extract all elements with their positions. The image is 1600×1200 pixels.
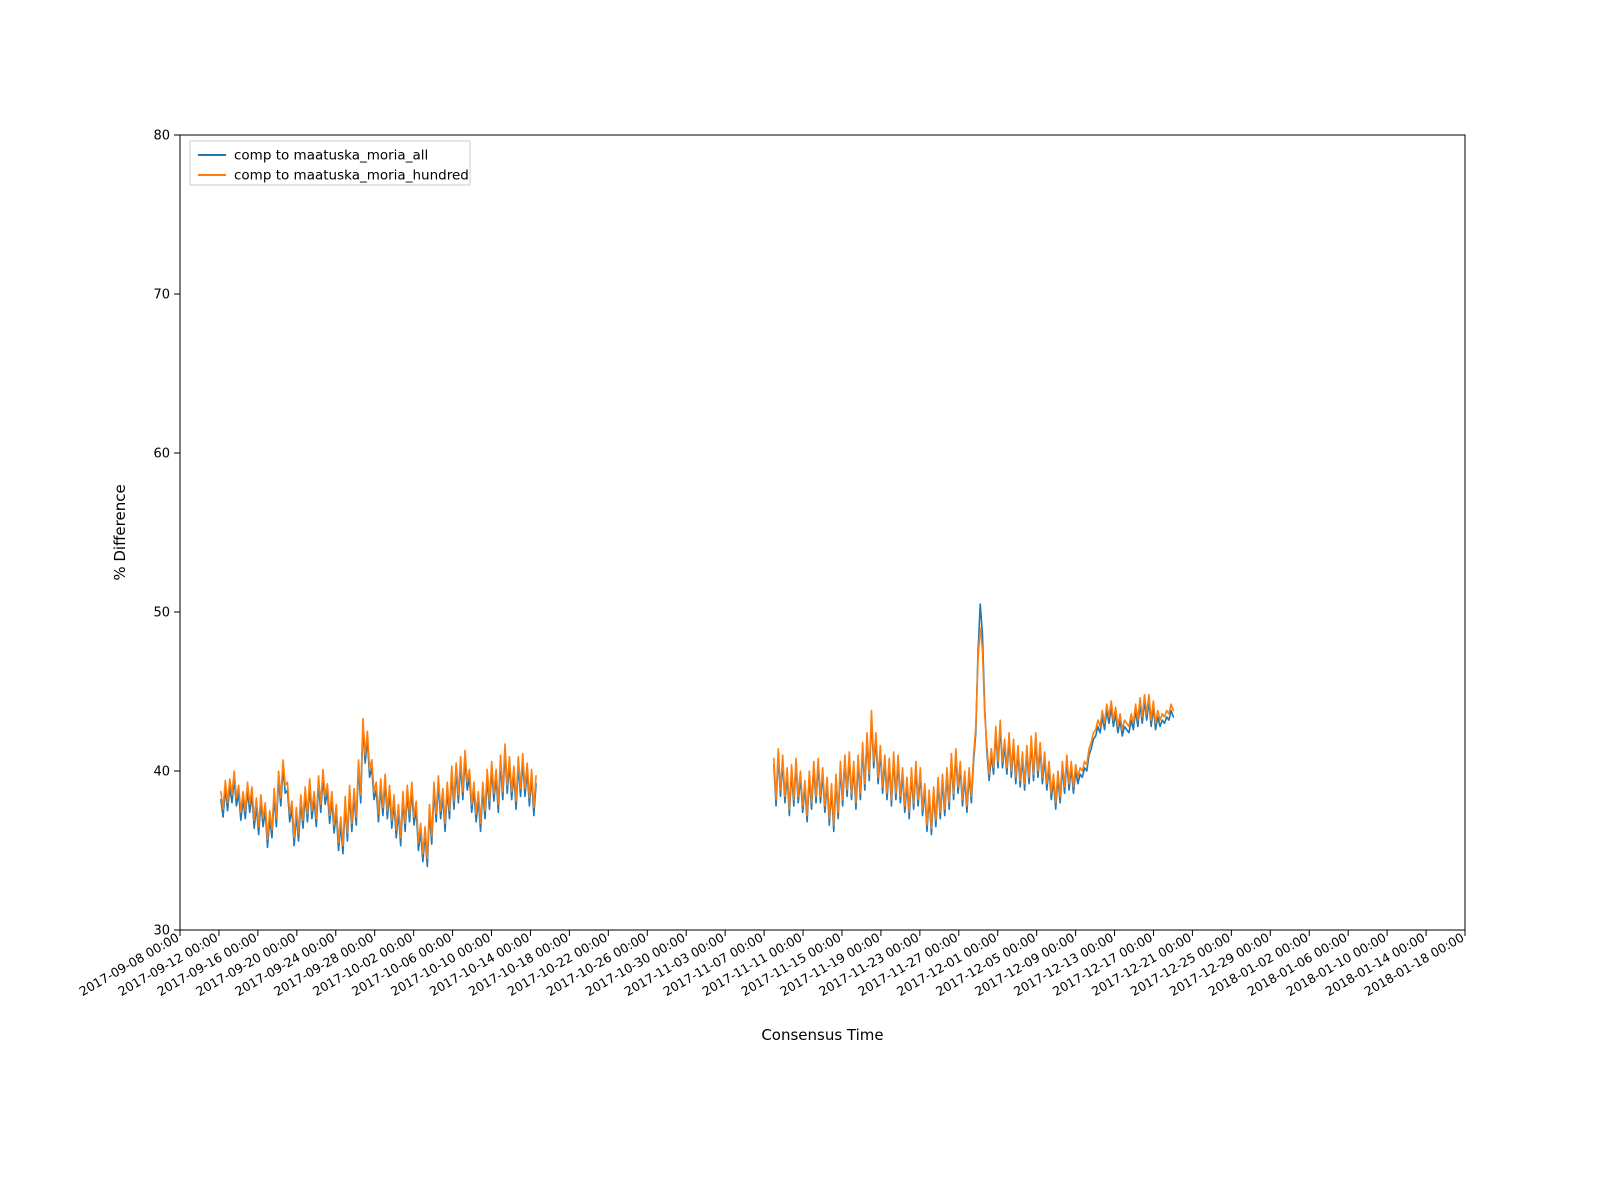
chart-svg: 3040506070802017-09-08 00:002017-09-12 0…: [0, 0, 1600, 1200]
line-chart: 3040506070802017-09-08 00:002017-09-12 0…: [0, 0, 1600, 1200]
ytick-label: 80: [153, 129, 170, 144]
ytick-label: 70: [153, 288, 170, 303]
plot-border: [180, 135, 1465, 930]
legend-label: comp to maatuska_moria_all: [234, 148, 428, 164]
series-line-1-seg-0: [221, 719, 536, 859]
ytick-label: 40: [153, 765, 170, 780]
ylabel: % Difference: [111, 484, 129, 580]
series-line-1-seg-1: [774, 628, 1174, 828]
ytick-label: 50: [153, 606, 170, 621]
xlabel: Consensus Time: [761, 1026, 883, 1044]
legend-label: comp to maatuska_moria_hundred: [234, 168, 469, 184]
ytick-label: 60: [153, 447, 170, 462]
